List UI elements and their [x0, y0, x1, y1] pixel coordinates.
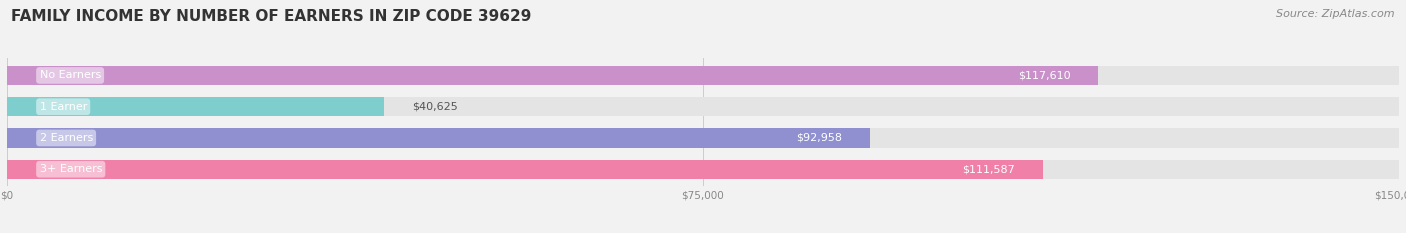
Bar [7, 66, 1098, 85]
Bar [7, 160, 1399, 179]
Text: FAMILY INCOME BY NUMBER OF EARNERS IN ZIP CODE 39629: FAMILY INCOME BY NUMBER OF EARNERS IN ZI… [11, 9, 531, 24]
Bar [7, 97, 1399, 116]
Text: 2 Earners: 2 Earners [39, 133, 93, 143]
Text: $117,610: $117,610 [1018, 70, 1070, 80]
Text: No Earners: No Earners [39, 70, 101, 80]
Text: $92,958: $92,958 [796, 133, 842, 143]
Text: Source: ZipAtlas.com: Source: ZipAtlas.com [1277, 9, 1395, 19]
Text: $40,625: $40,625 [412, 102, 457, 112]
Bar [7, 128, 870, 148]
Bar [7, 128, 1399, 148]
Bar [7, 160, 1042, 179]
Text: $111,587: $111,587 [962, 164, 1015, 174]
Bar [7, 66, 1399, 85]
Bar [7, 97, 384, 116]
Text: 3+ Earners: 3+ Earners [39, 164, 103, 174]
Text: 1 Earner: 1 Earner [39, 102, 87, 112]
